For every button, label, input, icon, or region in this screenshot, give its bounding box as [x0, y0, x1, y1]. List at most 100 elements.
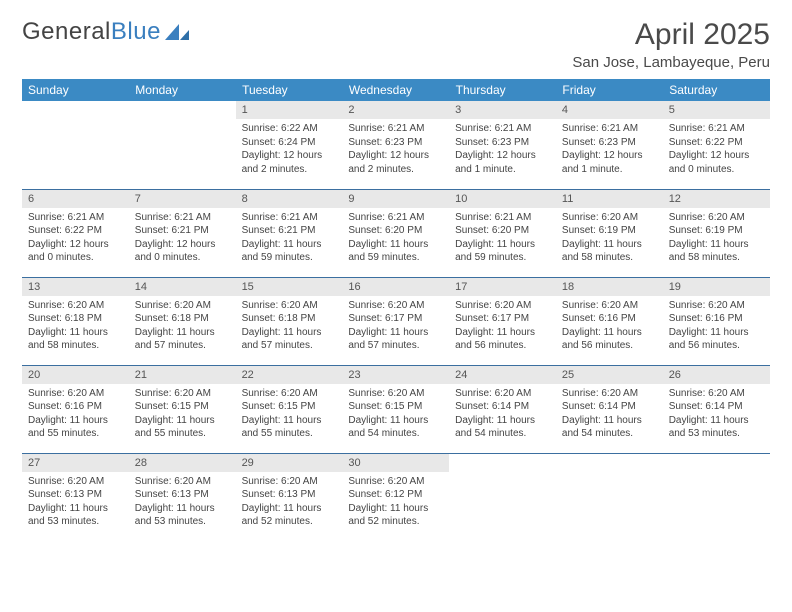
sunrise-text: Sunrise: 6:20 AM [348, 299, 443, 313]
sunrise-text: Sunrise: 6:21 AM [669, 122, 764, 136]
day-cell [22, 101, 129, 189]
daylight-text: Daylight: 12 hours and 0 minutes. [28, 238, 123, 265]
day-cell: 28Sunrise: 6:20 AMSunset: 6:13 PMDayligh… [129, 453, 236, 541]
day-body: Sunrise: 6:21 AMSunset: 6:21 PMDaylight:… [236, 208, 343, 271]
day-number: 30 [342, 454, 449, 472]
daylight-text: Daylight: 12 hours and 0 minutes. [135, 238, 230, 265]
sunset-text: Sunset: 6:13 PM [28, 488, 123, 502]
sunrise-text: Sunrise: 6:20 AM [455, 387, 550, 401]
sunset-text: Sunset: 6:20 PM [348, 224, 443, 238]
day-cell [129, 101, 236, 189]
week-row: 1Sunrise: 6:22 AMSunset: 6:24 PMDaylight… [22, 101, 770, 189]
daylight-text: Daylight: 11 hours and 52 minutes. [242, 502, 337, 529]
weekday-header: Tuesday [236, 79, 343, 101]
sunset-text: Sunset: 6:17 PM [348, 312, 443, 326]
weekday-header: Thursday [449, 79, 556, 101]
day-cell: 14Sunrise: 6:20 AMSunset: 6:18 PMDayligh… [129, 277, 236, 365]
week-row: 20Sunrise: 6:20 AMSunset: 6:16 PMDayligh… [22, 365, 770, 453]
day-number: 14 [129, 278, 236, 296]
sunrise-text: Sunrise: 6:21 AM [455, 122, 550, 136]
sunrise-text: Sunrise: 6:20 AM [348, 387, 443, 401]
day-cell [556, 453, 663, 541]
calendar-body: 1Sunrise: 6:22 AMSunset: 6:24 PMDaylight… [22, 101, 770, 541]
day-cell: 24Sunrise: 6:20 AMSunset: 6:14 PMDayligh… [449, 365, 556, 453]
day-number: 2 [342, 101, 449, 119]
day-cell: 22Sunrise: 6:20 AMSunset: 6:15 PMDayligh… [236, 365, 343, 453]
logo-text-part2: Blue [111, 18, 161, 45]
daylight-text: Daylight: 12 hours and 0 minutes. [669, 149, 764, 176]
sunrise-text: Sunrise: 6:21 AM [562, 122, 657, 136]
week-row: 27Sunrise: 6:20 AMSunset: 6:13 PMDayligh… [22, 453, 770, 541]
sunrise-text: Sunrise: 6:20 AM [242, 475, 337, 489]
daylight-text: Daylight: 11 hours and 58 minutes. [669, 238, 764, 265]
sunrise-text: Sunrise: 6:20 AM [669, 299, 764, 313]
day-number: 9 [342, 190, 449, 208]
sunrise-text: Sunrise: 6:22 AM [242, 122, 337, 136]
daylight-text: Daylight: 11 hours and 56 minutes. [562, 326, 657, 353]
sunset-text: Sunset: 6:15 PM [135, 400, 230, 414]
sunrise-text: Sunrise: 6:20 AM [562, 387, 657, 401]
day-number: 12 [663, 190, 770, 208]
title-block: April 2025 San Jose, Lambayeque, Peru [572, 18, 770, 71]
weekday-header: Wednesday [342, 79, 449, 101]
day-body: Sunrise: 6:20 AMSunset: 6:16 PMDaylight:… [556, 296, 663, 359]
day-number: 10 [449, 190, 556, 208]
daylight-text: Daylight: 11 hours and 57 minutes. [242, 326, 337, 353]
day-number: 16 [342, 278, 449, 296]
day-body: Sunrise: 6:21 AMSunset: 6:21 PMDaylight:… [129, 208, 236, 271]
day-number: 19 [663, 278, 770, 296]
day-cell: 7Sunrise: 6:21 AMSunset: 6:21 PMDaylight… [129, 189, 236, 277]
sunset-text: Sunset: 6:22 PM [669, 136, 764, 150]
sunrise-text: Sunrise: 6:21 AM [348, 211, 443, 225]
location: San Jose, Lambayeque, Peru [572, 54, 770, 71]
sunrise-text: Sunrise: 6:21 AM [28, 211, 123, 225]
daylight-text: Daylight: 11 hours and 53 minutes. [135, 502, 230, 529]
day-cell: 27Sunrise: 6:20 AMSunset: 6:13 PMDayligh… [22, 453, 129, 541]
day-body: Sunrise: 6:21 AMSunset: 6:22 PMDaylight:… [22, 208, 129, 271]
sunrise-text: Sunrise: 6:21 AM [348, 122, 443, 136]
sunset-text: Sunset: 6:17 PM [455, 312, 550, 326]
sunrise-text: Sunrise: 6:21 AM [135, 211, 230, 225]
daylight-text: Daylight: 11 hours and 54 minutes. [455, 414, 550, 441]
week-row: 13Sunrise: 6:20 AMSunset: 6:18 PMDayligh… [22, 277, 770, 365]
sunset-text: Sunset: 6:21 PM [135, 224, 230, 238]
logo-text-part1: General [22, 18, 111, 45]
header: GeneralBlue April 2025 San Jose, Lambaye… [22, 18, 770, 71]
day-number: 13 [22, 278, 129, 296]
day-body: Sunrise: 6:21 AMSunset: 6:20 PMDaylight:… [449, 208, 556, 271]
day-body: Sunrise: 6:20 AMSunset: 6:18 PMDaylight:… [129, 296, 236, 359]
day-cell: 20Sunrise: 6:20 AMSunset: 6:16 PMDayligh… [22, 365, 129, 453]
day-cell [449, 453, 556, 541]
sunrise-text: Sunrise: 6:21 AM [242, 211, 337, 225]
day-number: 3 [449, 101, 556, 119]
day-cell: 1Sunrise: 6:22 AMSunset: 6:24 PMDaylight… [236, 101, 343, 189]
daylight-text: Daylight: 11 hours and 58 minutes. [28, 326, 123, 353]
daylight-text: Daylight: 11 hours and 59 minutes. [348, 238, 443, 265]
day-number: 25 [556, 366, 663, 384]
sunset-text: Sunset: 6:21 PM [242, 224, 337, 238]
sunset-text: Sunset: 6:20 PM [455, 224, 550, 238]
day-number: 22 [236, 366, 343, 384]
day-number: 23 [342, 366, 449, 384]
sunset-text: Sunset: 6:13 PM [242, 488, 337, 502]
day-body: Sunrise: 6:20 AMSunset: 6:15 PMDaylight:… [342, 384, 449, 447]
day-body: Sunrise: 6:20 AMSunset: 6:15 PMDaylight:… [129, 384, 236, 447]
sunset-text: Sunset: 6:18 PM [28, 312, 123, 326]
day-cell: 23Sunrise: 6:20 AMSunset: 6:15 PMDayligh… [342, 365, 449, 453]
daylight-text: Daylight: 11 hours and 55 minutes. [135, 414, 230, 441]
logo-sail-icon [165, 24, 189, 40]
sunrise-text: Sunrise: 6:20 AM [669, 387, 764, 401]
daylight-text: Daylight: 11 hours and 58 minutes. [562, 238, 657, 265]
daylight-text: Daylight: 12 hours and 1 minute. [562, 149, 657, 176]
sunrise-text: Sunrise: 6:20 AM [455, 299, 550, 313]
day-body: Sunrise: 6:22 AMSunset: 6:24 PMDaylight:… [236, 119, 343, 182]
day-body: Sunrise: 6:20 AMSunset: 6:16 PMDaylight:… [663, 296, 770, 359]
day-number: 29 [236, 454, 343, 472]
daylight-text: Daylight: 11 hours and 53 minutes. [669, 414, 764, 441]
sunrise-text: Sunrise: 6:20 AM [135, 387, 230, 401]
sunrise-text: Sunrise: 6:20 AM [28, 475, 123, 489]
day-cell: 29 Sunrise: 6:20 AMSunset: 6:13 PMDayligh… [236, 453, 343, 541]
day-body: Sunrise: 6:21 AMSunset: 6:20 PMDaylight:… [342, 208, 449, 271]
sunset-text: Sunset: 6:14 PM [669, 400, 764, 414]
day-cell: 30Sunrise: 6:20 AMSunset: 6:12 PMDayligh… [342, 453, 449, 541]
